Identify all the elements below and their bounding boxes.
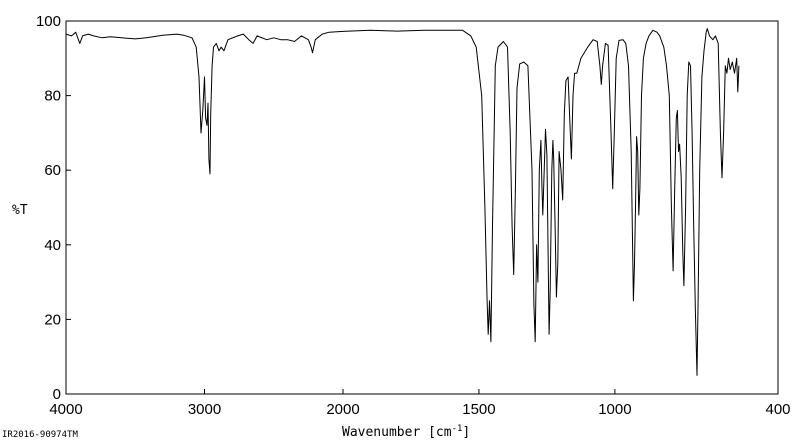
x-tick-label: 400 (765, 401, 790, 418)
sample-id-label: IR2016-90974TM (2, 430, 78, 440)
y-tick-label: 40 (44, 237, 61, 254)
y-axis-label: %T (12, 203, 28, 218)
y-tick-label: 100 (36, 13, 61, 30)
x-tick-label: 4000 (49, 401, 82, 418)
x-tick-label: 2000 (326, 401, 359, 418)
x-tick-label: 1000 (598, 401, 631, 418)
y-tick-label: 20 (44, 311, 61, 328)
y-tick-label: 80 (44, 88, 61, 105)
x-axis-label-superscript: -1 (452, 424, 463, 434)
y-tick-label: 60 (44, 162, 61, 179)
x-axis-label-bracket: ] (462, 425, 470, 440)
x-tick-label: 1500 (462, 401, 495, 418)
spectrum-series-line (65, 28, 740, 376)
x-axis-label: Wavenumber [cm-1] (342, 424, 470, 440)
plot-frame (65, 20, 779, 395)
y-tick-label: 0 (53, 386, 61, 403)
x-axis-ticks: 4000 3000 2000 1500 1000 400 (49, 389, 791, 418)
x-tick-label: 3000 (188, 401, 221, 418)
x-axis-label-main: Wavenumber [cm (342, 425, 452, 440)
